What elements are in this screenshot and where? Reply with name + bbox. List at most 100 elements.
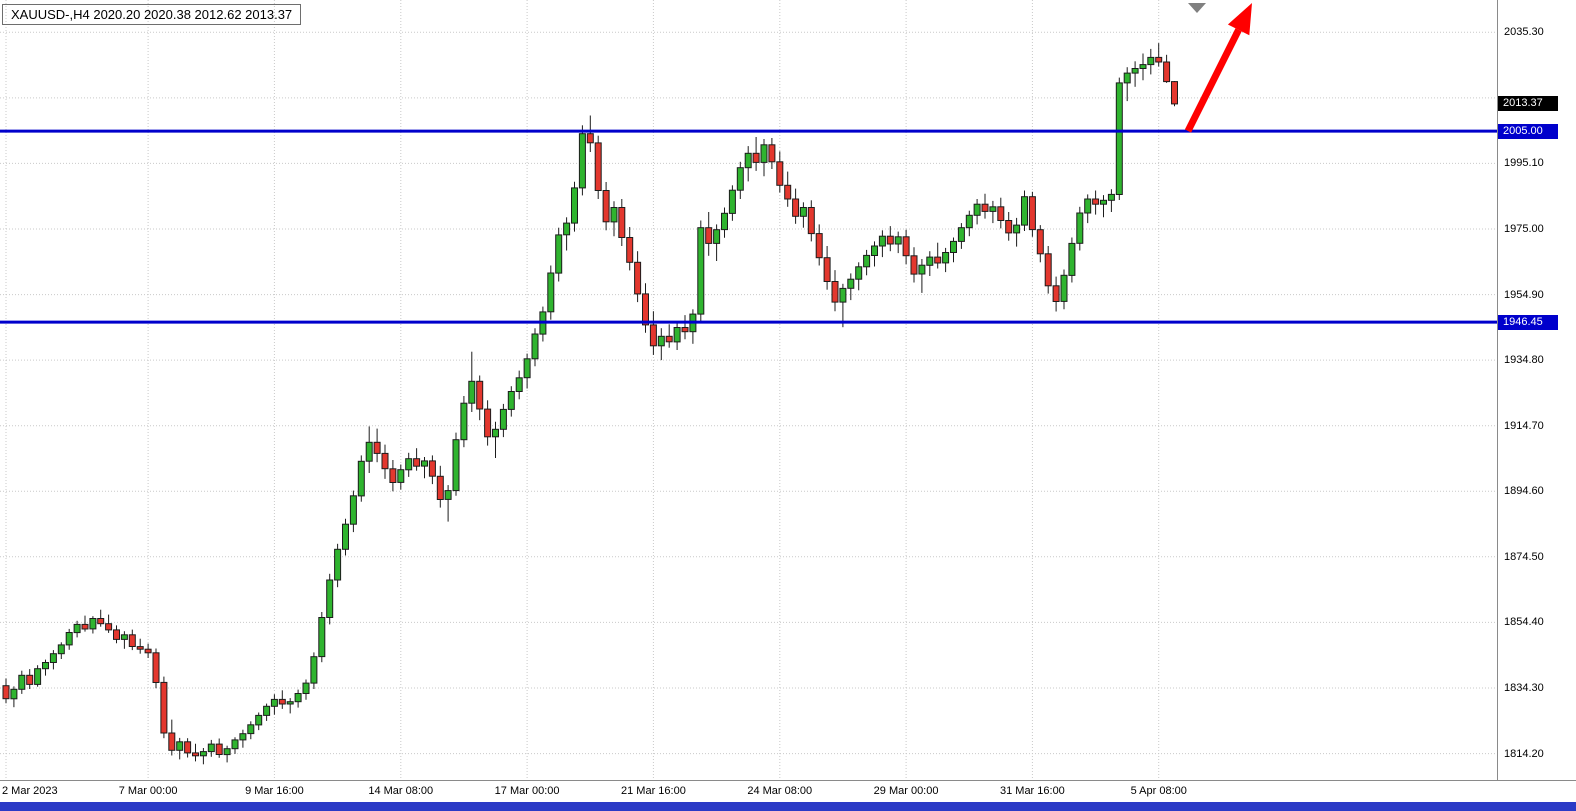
- candle: [381, 444, 389, 479]
- candle: [49, 650, 57, 670]
- time-axis[interactable]: 2 Mar 2023 7 Mar 00:00 9 Mar 16:00 14 Mar 0…: [0, 780, 1576, 802]
- candle-body: [397, 469, 405, 483]
- candle: [144, 643, 152, 658]
- candle-body: [492, 428, 499, 438]
- price-tick-label: 1914.70: [1504, 419, 1544, 432]
- candle-body: [807, 207, 815, 235]
- candle-body: [405, 458, 413, 471]
- candle-body: [642, 293, 649, 326]
- candle: [207, 739, 215, 757]
- trend-arrow[interactable]: [1184, 28, 1242, 133]
- candle-body: [752, 152, 760, 163]
- candle: [215, 738, 223, 758]
- candle-body: [73, 623, 81, 634]
- candle-body: [18, 674, 26, 690]
- candle: [310, 652, 318, 689]
- candle-body: [784, 184, 792, 200]
- candle-body: [365, 441, 373, 462]
- candle: [894, 231, 902, 254]
- price-tick-label: 1995.10: [1504, 157, 1544, 170]
- candle: [934, 242, 942, 269]
- candle: [839, 283, 847, 328]
- candle-body: [523, 358, 531, 379]
- candle-body: [942, 252, 950, 264]
- candle-body: [571, 187, 578, 224]
- candle-body: [144, 648, 152, 654]
- candle: [286, 698, 294, 714]
- candle: [1147, 48, 1155, 75]
- candle-body: [721, 212, 728, 231]
- candle: [981, 193, 989, 219]
- time-tick-label: 14 Mar 08:00: [368, 785, 434, 797]
- candle-body: [128, 634, 136, 647]
- trend-arrow-head-icon[interactable]: [1227, 3, 1252, 36]
- candle-body: [1155, 56, 1163, 63]
- candle: [997, 197, 1005, 229]
- candle: [152, 648, 160, 689]
- candle: [1100, 195, 1107, 218]
- price-tick-label: 1954.90: [1504, 288, 1544, 301]
- candle: [160, 676, 168, 739]
- candle-body: [1028, 196, 1036, 231]
- candle-body: [878, 235, 886, 247]
- price-axis[interactable]: 2035.30 1995.10 1975.00 1954.90 1934.80 1914.…: [1497, 0, 1576, 780]
- candle: [476, 375, 484, 421]
- candle-body: [744, 152, 752, 169]
- candle: [886, 226, 894, 252]
- candle: [523, 353, 531, 389]
- candle: [113, 625, 120, 644]
- time-tick-label: 2 Mar 2023: [2, 785, 58, 797]
- candle-body: [247, 724, 255, 735]
- candle: [405, 452, 413, 477]
- candle-body: [894, 236, 902, 245]
- time-tick-label: 21 Mar 16:00: [621, 785, 686, 797]
- candle-body: [618, 207, 626, 238]
- chart-shift-marker-icon[interactable]: [1188, 3, 1206, 13]
- candle: [294, 689, 302, 708]
- candle-body: [199, 751, 207, 757]
- candle-body: [1139, 64, 1147, 69]
- candle-body: [547, 272, 555, 313]
- chart-plot-area[interactable]: [0, 0, 1497, 780]
- candle: [689, 309, 697, 344]
- candle: [1171, 81, 1178, 107]
- candle: [507, 386, 515, 417]
- candle-body: [1123, 72, 1131, 84]
- candle: [231, 737, 239, 754]
- candle: [957, 223, 965, 249]
- candle: [389, 460, 397, 492]
- candle: [1155, 43, 1163, 67]
- candle: [428, 455, 436, 485]
- time-tick-label: 31 Mar 16:00: [999, 785, 1065, 797]
- candle: [847, 273, 855, 301]
- chart-plot[interactable]: [0, 0, 1497, 780]
- candle: [499, 403, 507, 438]
- candle-body: [326, 579, 334, 618]
- candle-body: [910, 255, 918, 275]
- candle: [697, 220, 705, 323]
- candle: [918, 259, 926, 293]
- candle: [942, 247, 950, 273]
- candle-body: [310, 656, 318, 684]
- candle: [657, 328, 665, 361]
- candle: [1068, 237, 1076, 283]
- candle-body: [602, 190, 610, 223]
- time-tick-label: 9 Mar 16:00: [245, 785, 304, 797]
- candle: [1013, 217, 1021, 247]
- candle-body: [302, 682, 310, 694]
- candle: [910, 247, 918, 283]
- candle-body: [334, 548, 342, 581]
- candle: [89, 616, 97, 634]
- time-tick-label: 17 Mar 00:00: [494, 785, 560, 797]
- candle-body: [823, 257, 831, 283]
- candle-body: [436, 475, 444, 500]
- candle-body: [902, 236, 910, 257]
- candle: [649, 311, 657, 355]
- candle-body: [1021, 196, 1028, 226]
- candle-body: [626, 237, 634, 263]
- candle-body: [831, 281, 839, 303]
- candle: [744, 146, 752, 182]
- candle-body: [728, 189, 736, 214]
- candle: [594, 135, 602, 199]
- candle-body: [176, 741, 184, 751]
